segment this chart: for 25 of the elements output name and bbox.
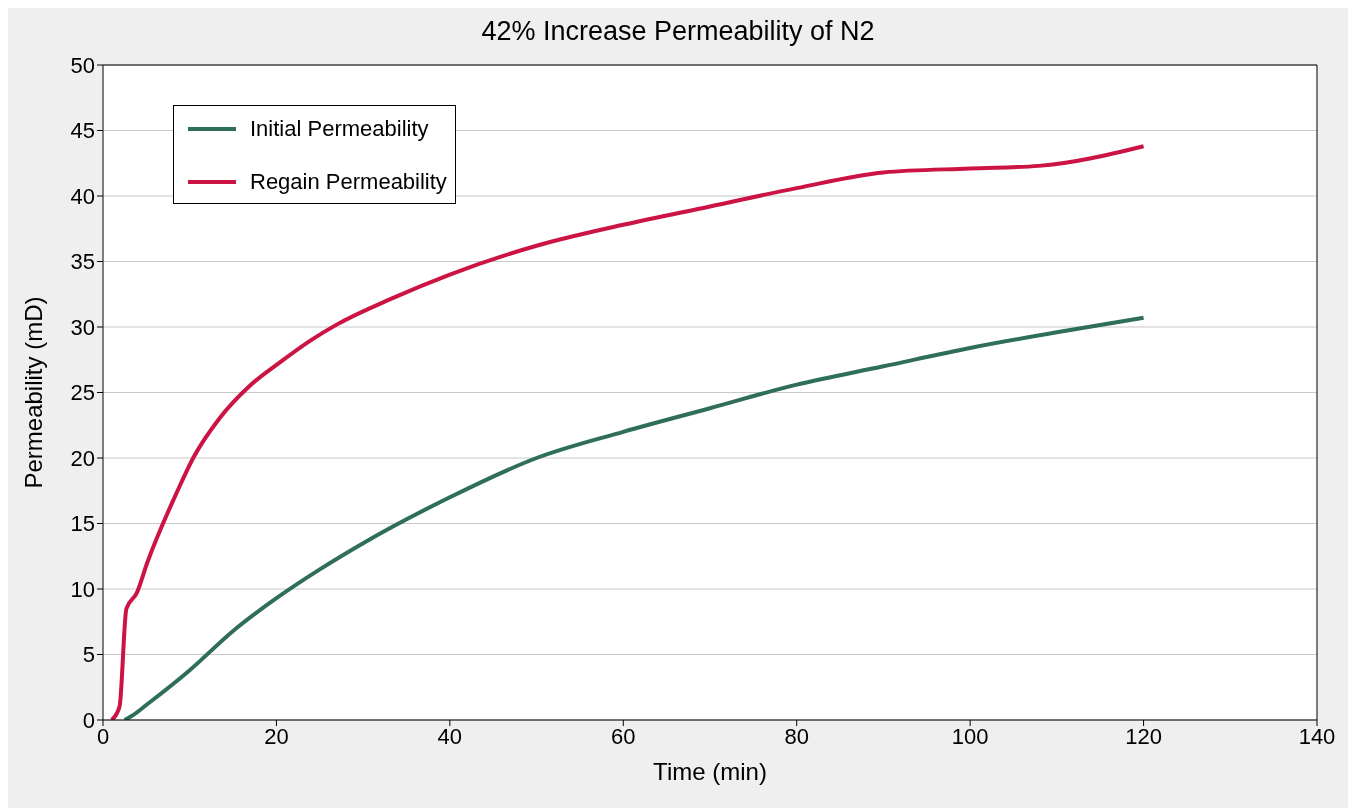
x-tick-label: 140 bbox=[1298, 723, 1336, 749]
y-tick-label: 45 bbox=[70, 118, 95, 144]
y-tick-label: 15 bbox=[70, 511, 95, 537]
x-tick-label: 40 bbox=[437, 723, 463, 749]
x-axis-title: Time (min) bbox=[653, 758, 767, 785]
x-tick-label: 120 bbox=[1125, 723, 1162, 749]
y-tick-label: 40 bbox=[70, 183, 95, 209]
y-tick-label: 25 bbox=[70, 380, 95, 406]
y-tick-label: 5 bbox=[82, 642, 95, 668]
y-tick-label: 30 bbox=[70, 314, 95, 340]
chart-title: 42% Increase Permeability of N2 bbox=[480, 15, 876, 48]
y-axis-title: Permeability (mD) bbox=[19, 296, 47, 489]
x-tick-label: 100 bbox=[951, 723, 989, 749]
y-tick-label: 50 bbox=[70, 52, 95, 78]
line-series bbox=[109, 144, 1146, 720]
x-tick-label: 60 bbox=[611, 723, 636, 749]
y-tick-label: 10 bbox=[70, 576, 95, 602]
y-tick-label: 0 bbox=[82, 707, 95, 733]
y-tick-label: 20 bbox=[70, 445, 95, 471]
x-tick-label: 80 bbox=[784, 723, 809, 749]
y-tick-label: 35 bbox=[70, 249, 95, 275]
x-tick-label: 20 bbox=[264, 723, 289, 749]
legend-label: Initial Permeability bbox=[250, 116, 429, 142]
legend-label: Regain Permeability bbox=[250, 169, 447, 195]
line-series bbox=[122, 315, 1146, 720]
